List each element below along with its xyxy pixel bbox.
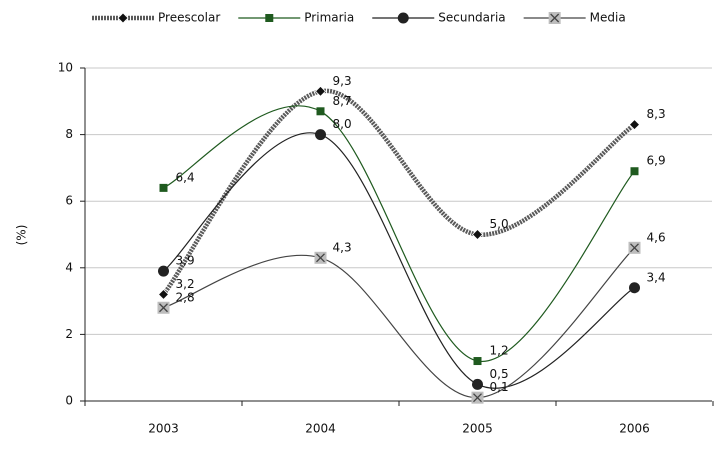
marker — [315, 129, 326, 141]
marker — [157, 288, 170, 301]
legend-label: Preescolar — [158, 11, 220, 25]
marker — [316, 107, 325, 116]
marker — [314, 251, 327, 264]
data-label: 2,8 — [176, 290, 195, 304]
marker — [628, 119, 641, 131]
marker — [471, 391, 484, 404]
data-label: 4,3 — [333, 240, 352, 254]
data-label: 3,2 — [176, 277, 195, 291]
marker-cross — [316, 253, 325, 263]
x-tick-label: 2004 — [305, 422, 336, 436]
data-label: 6,9 — [647, 154, 666, 168]
legend-item: Secundaria — [372, 11, 506, 25]
marker-cross — [473, 393, 482, 403]
data-label: 0,5 — [490, 367, 509, 381]
marker — [157, 301, 170, 314]
marker-cross — [550, 13, 560, 23]
data-label: 5,0 — [490, 217, 509, 231]
series-line — [163, 132, 635, 389]
series-line — [163, 247, 635, 399]
marker — [265, 14, 274, 22]
marker — [471, 228, 484, 241]
y-tick-label: 10 — [58, 61, 73, 75]
y-tick-label: 2 — [65, 327, 73, 341]
x-tick-label: 2006 — [619, 422, 650, 436]
y-tick-label: 8 — [65, 127, 73, 141]
legend-item: Preescolar — [92, 11, 220, 25]
marker-cross — [159, 303, 168, 313]
series-line — [161, 88, 636, 296]
data-label: 9,3 — [333, 74, 352, 88]
data-label: 6,4 — [176, 170, 195, 184]
data-label: 4,6 — [647, 230, 666, 244]
data-label: 3,4 — [647, 270, 666, 284]
data-label: 8,3 — [647, 107, 666, 121]
marker — [117, 12, 129, 24]
data-label: 3,9 — [176, 254, 195, 268]
y-tick-label: 4 — [65, 260, 73, 274]
y-tick-label: 0 — [65, 394, 73, 408]
marker — [397, 12, 409, 24]
data-label: 0,1 — [490, 380, 509, 394]
marker — [548, 12, 561, 24]
marker — [472, 378, 483, 390]
data-label: 8,7 — [333, 94, 352, 108]
x-tick-label: 2003 — [148, 422, 179, 436]
marker — [630, 167, 639, 176]
marker — [158, 265, 169, 277]
y-tick-label: 6 — [65, 194, 73, 208]
y-axis-label: (%) — [15, 225, 29, 246]
marker — [628, 241, 641, 254]
legend-item: Media — [523, 11, 626, 25]
x-tick-label: 2005 — [462, 422, 493, 436]
marker — [629, 282, 640, 294]
marker-cross — [630, 243, 639, 253]
marker — [314, 85, 327, 97]
data-label: 1,2 — [490, 344, 509, 358]
marker — [159, 183, 168, 192]
legend-label: Primaria — [304, 11, 354, 25]
marker — [473, 357, 482, 366]
legend-label: Secundaria — [438, 11, 505, 25]
data-label: 8,0 — [333, 117, 352, 131]
legend-item: Primaria — [238, 11, 354, 25]
series-line — [163, 105, 635, 362]
legend-label: Media — [590, 11, 626, 25]
